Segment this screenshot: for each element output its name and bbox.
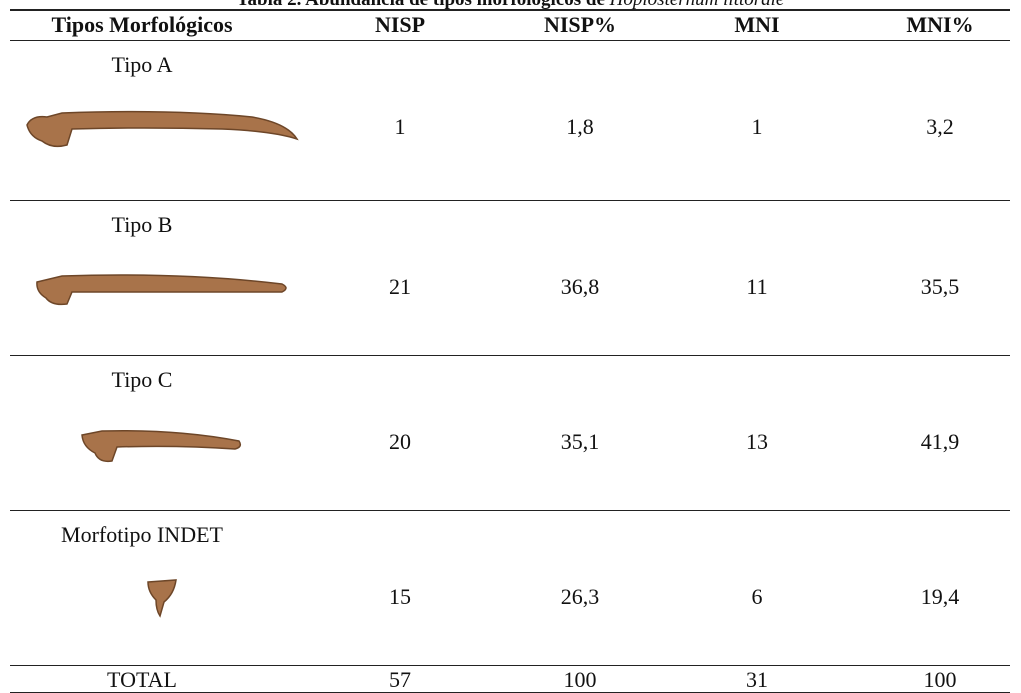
cell: 1: [752, 114, 763, 140]
row-label: Tipo C: [112, 367, 173, 393]
column-header: MNI: [734, 12, 779, 38]
row-label: Tipo A: [112, 52, 173, 78]
table-rule: [10, 40, 1010, 41]
cell: 21: [389, 274, 411, 300]
total-cell: 100: [924, 667, 957, 693]
total-cell: 31: [746, 667, 768, 693]
column-header: MNI%: [906, 12, 973, 38]
cell: 3,2: [926, 114, 954, 140]
cell: 20: [389, 429, 411, 455]
table-rule: [10, 355, 1010, 356]
specimen-image: [32, 262, 292, 312]
cell: 26,3: [561, 584, 600, 610]
table-rule: [10, 665, 1010, 666]
table-rule: [10, 200, 1010, 201]
cell: 1: [395, 114, 406, 140]
cell: 1,8: [566, 114, 594, 140]
row-label: Morfotipo INDET: [61, 522, 223, 548]
cell: 6: [752, 584, 763, 610]
cell: 35,5: [921, 274, 960, 300]
total-cell: 57: [389, 667, 411, 693]
column-header: NISP%: [544, 12, 616, 38]
specimen-image: [77, 417, 247, 467]
cell: 19,4: [921, 584, 960, 610]
cell: 13: [746, 429, 768, 455]
table-rule: [10, 9, 1010, 11]
cell: 35,1: [561, 429, 600, 455]
cell: 36,8: [561, 274, 600, 300]
specimen-image: [22, 97, 302, 157]
total-cell: 100: [564, 667, 597, 693]
total-cell: TOTAL: [107, 667, 177, 693]
specimen-image: [142, 572, 182, 622]
cell: 41,9: [921, 429, 960, 455]
cell: 15: [389, 584, 411, 610]
page: Tabla 2. Abundancia de tipos morfológico…: [0, 0, 1021, 693]
column-header: Tipos Morfológicos: [51, 12, 232, 38]
column-header: NISP: [375, 12, 425, 38]
row-label: Tipo B: [112, 212, 173, 238]
cell: 11: [746, 274, 767, 300]
table-rule: [10, 510, 1010, 511]
